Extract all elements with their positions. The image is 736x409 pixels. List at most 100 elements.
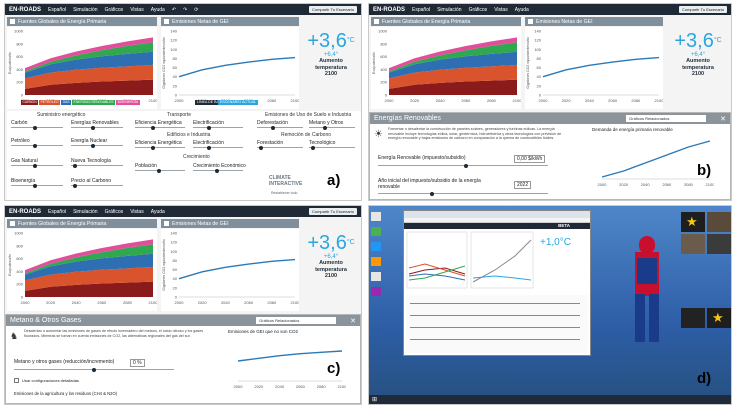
related-graphs-dropdown[interactable]: Gráficos Relacionados [626, 115, 707, 122]
menu-help[interactable]: Ayuda [514, 6, 529, 13]
slider-track-oil[interactable] [11, 145, 63, 147]
mini-slider-row[interactable] [410, 339, 580, 340]
start-year-value[interactable]: 2022 [514, 181, 532, 189]
desktop-icon[interactable] [371, 212, 381, 221]
legend-coal[interactable]: CARBÓN [21, 100, 39, 105]
mini-slider-row[interactable] [410, 303, 580, 304]
video-tile[interactable] [681, 234, 705, 254]
slider-track-nuclear[interactable] [71, 145, 123, 147]
video-tile[interactable] [681, 308, 705, 328]
menu-simulation[interactable]: Simulación [73, 6, 98, 13]
mini-slider-row[interactable] [410, 315, 580, 316]
video-tile[interactable] [707, 212, 731, 232]
video-tile[interactable] [707, 234, 731, 254]
ghg-chart-title-c[interactable]: Emisiones Netas de GEI [161, 219, 299, 228]
energy-chart-title-c[interactable]: Fuentes Globales de Energía Primaria [7, 219, 157, 228]
undo-icon[interactable]: ↶ [171, 6, 177, 13]
slider-track-carbon-price[interactable] [71, 185, 123, 187]
slider-track-electrification-transport[interactable] [193, 127, 243, 129]
share-scenario-button[interactable]: Compartir Tu Escenario [678, 6, 727, 13]
methane-slider-knob[interactable] [92, 367, 96, 372]
slider-knob-economic-growth[interactable] [215, 168, 219, 173]
slider-knob-population[interactable] [157, 168, 161, 173]
slider-track-electrification-buildings[interactable] [193, 147, 243, 149]
menu-simulation[interactable]: Simulación [73, 208, 98, 215]
refresh-icon[interactable]: ⟳ [194, 6, 199, 13]
slider-knob-electrification-buildings[interactable] [207, 145, 211, 150]
redo-icon[interactable]: ↷ [183, 6, 188, 13]
desktop-icon[interactable] [371, 272, 381, 281]
reset-all-button[interactable]: Restablecer todo [271, 191, 298, 195]
renewable-slider-track[interactable] [378, 165, 548, 167]
legend-bioenergy[interactable]: BIOENERGÍA [116, 100, 140, 105]
menu-help[interactable]: Ayuda [150, 6, 165, 13]
slider-knob-bioenergy[interactable] [33, 183, 37, 188]
menu-graphs[interactable]: Gráficos [468, 6, 488, 13]
start-year-knob[interactable] [430, 191, 434, 196]
energy-chart-title[interactable]: Fuentes Globales de Energía Primaria [7, 17, 157, 26]
baseline-pill[interactable]: LÍNEA DE BASE [195, 100, 226, 105]
methane-slider-value[interactable]: 0 % [130, 359, 145, 367]
desktop-icon[interactable] [371, 242, 381, 251]
slider-knob-new-tech[interactable] [73, 163, 77, 168]
address-bar[interactable] [404, 218, 590, 223]
slider-track-methane[interactable] [309, 127, 355, 129]
related-graphs-dropdown[interactable]: Gráficos Relacionados [256, 317, 337, 324]
menu-language[interactable]: Español [48, 6, 67, 13]
slider-track-natural-gas[interactable] [11, 165, 63, 167]
slider-knob-efficiency-transport[interactable] [151, 125, 155, 130]
energy-chart-title-b[interactable]: Fuentes Globales de Energía Primaria [371, 17, 521, 26]
slider-knob-renewables[interactable] [91, 125, 95, 130]
legend-renewables[interactable]: ENERGÍAS RENOVABLES [72, 100, 116, 105]
menu-help[interactable]: Ayuda [150, 208, 165, 215]
ghg-chart-title-b[interactable]: Emisiones Netas de GEI [525, 17, 663, 26]
slider-track-technological[interactable] [309, 147, 355, 149]
slider-track-coal[interactable] [11, 127, 63, 129]
share-scenario-button[interactable]: Compartir Tu Escenario [308, 6, 357, 13]
slider-track-efficiency-transport[interactable] [135, 127, 185, 129]
legend-oil[interactable]: PETRÓLEO [39, 100, 61, 105]
slider-knob-carbon-price[interactable] [73, 183, 77, 188]
slider-knob-technological[interactable] [311, 145, 315, 150]
menu-views[interactable]: Vistas [494, 6, 508, 13]
slider-knob-oil[interactable] [33, 143, 37, 148]
menu-views[interactable]: Vistas [130, 208, 144, 215]
slider-knob-natural-gas[interactable] [33, 163, 37, 168]
slider-knob-afforestation[interactable] [259, 145, 263, 150]
mini-slider-row[interactable] [410, 327, 580, 328]
ghg-chart-title[interactable]: Emisiones Netas de GEI [161, 17, 299, 26]
legend-gas[interactable]: GAS [61, 100, 72, 105]
slider-track-new-tech[interactable] [71, 165, 123, 167]
detailed-settings-checkbox[interactable] [14, 378, 19, 383]
start-icon[interactable]: ⊞ [372, 397, 378, 403]
slider-knob-coal[interactable] [33, 125, 37, 130]
menu-graphs[interactable]: Gráficos [104, 6, 124, 13]
desktop-icon[interactable] [371, 287, 381, 296]
menu-views[interactable]: Vistas [130, 6, 144, 13]
close-icon[interactable]: ✕ [720, 115, 726, 123]
renewable-slider-value[interactable]: 0,00 $/kWh [514, 155, 546, 163]
current-scenario-pill[interactable]: ESCENARIO ACTUAL [218, 100, 259, 105]
slider-knob-methane[interactable] [323, 125, 327, 130]
slider-track-renewables[interactable] [71, 127, 123, 129]
menu-simulation[interactable]: Simulación [437, 6, 462, 13]
menu-language[interactable]: Español [48, 208, 67, 215]
video-tile[interactable]: ★ [707, 308, 731, 328]
slider-knob-electrification-transport[interactable] [207, 125, 211, 130]
video-tile[interactable]: ★ [681, 212, 705, 232]
slider-track-efficiency-buildings[interactable] [135, 147, 185, 149]
slider-track-bioenergy[interactable] [11, 185, 63, 187]
slider-knob-efficiency-buildings[interactable] [151, 145, 155, 150]
slider-track-deforestation[interactable] [257, 127, 303, 129]
slider-knob-nuclear[interactable] [91, 143, 95, 148]
desktop-icon[interactable] [371, 257, 381, 266]
close-icon[interactable]: ✕ [350, 317, 356, 325]
renewable-slider-knob[interactable] [464, 163, 468, 168]
share-scenario-button[interactable]: Compartir Tu Escenario [308, 208, 357, 215]
menu-graphs[interactable]: Gráficos [104, 208, 124, 215]
slider-track-afforestation[interactable] [257, 147, 303, 149]
slider-knob-deforestation[interactable] [271, 125, 275, 130]
menu-language[interactable]: Español [412, 6, 431, 13]
start-year-track[interactable] [378, 193, 548, 195]
desktop-icon[interactable] [371, 227, 381, 236]
